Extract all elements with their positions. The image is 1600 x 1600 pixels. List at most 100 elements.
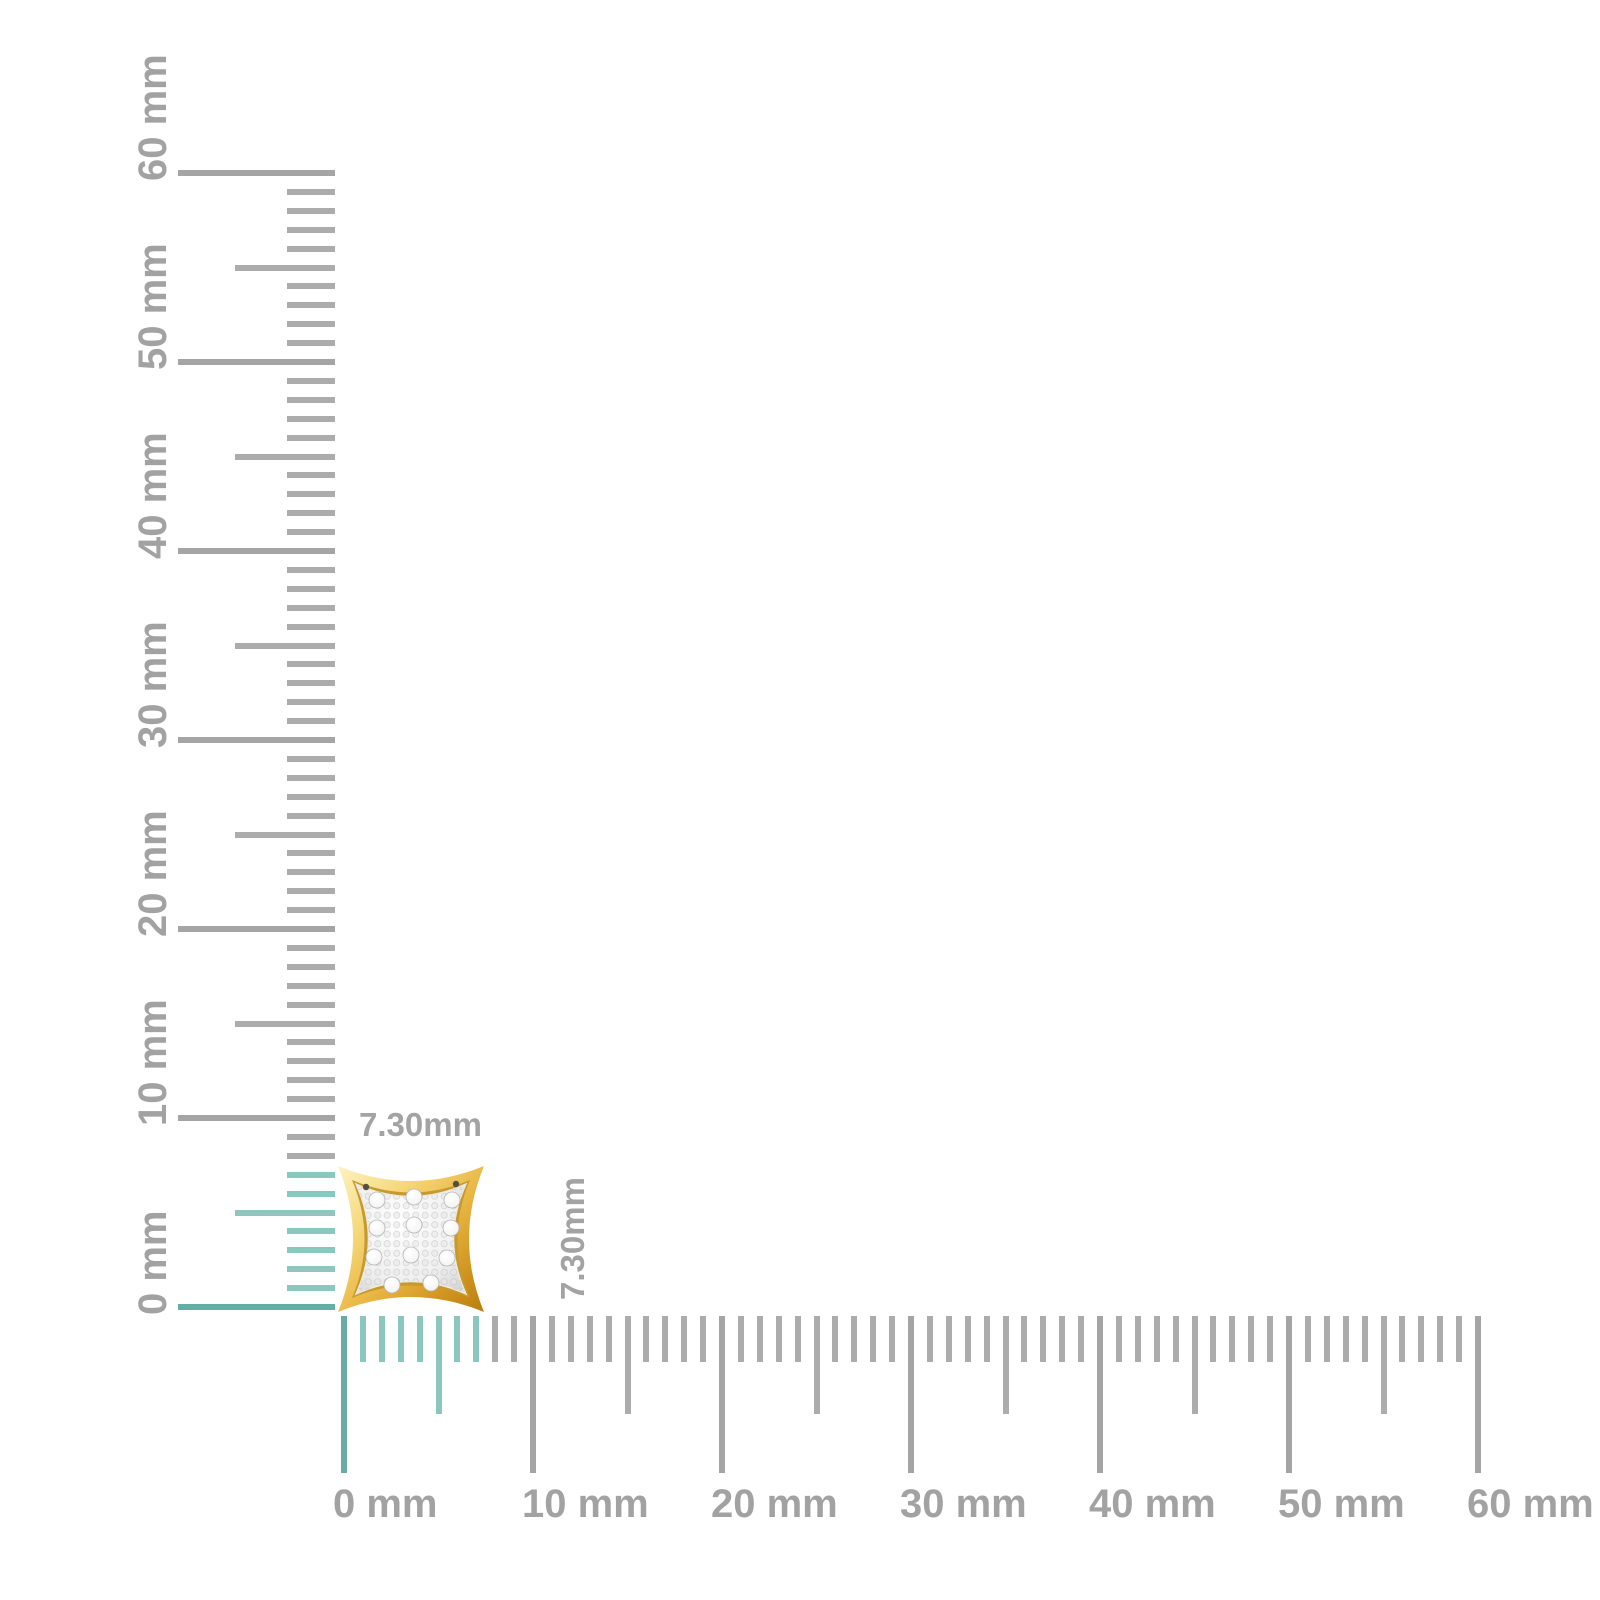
horizontal-ruler-tick-38mm	[1059, 1316, 1066, 1362]
horizontal-ruler-tick-51mm	[1304, 1316, 1311, 1362]
vertical-ruler-tick-13mm	[287, 1058, 335, 1065]
vertical-ruler-label: 20 mm	[131, 810, 175, 937]
vertical-ruler-tick-8mm	[287, 1152, 335, 1159]
horizontal-ruler-tick-43mm	[1153, 1316, 1160, 1362]
vertical-ruler-tick-34mm	[287, 661, 335, 668]
horizontal-ruler-tick-48mm	[1248, 1316, 1255, 1362]
pave-diamonds	[365, 1188, 461, 1294]
vertical-ruler-tick-9mm	[287, 1133, 335, 1140]
vertical-ruler-tick-38mm	[287, 585, 335, 592]
vertical-ruler-tick-19mm	[287, 944, 335, 951]
horizontal-ruler-tick-44mm	[1172, 1316, 1179, 1362]
vertical-ruler-tick-52mm	[287, 321, 335, 328]
horizontal-ruler-tick-42mm	[1134, 1316, 1141, 1362]
vertical-ruler-tick-4mm	[287, 1228, 335, 1235]
horizontal-ruler-tick-14mm	[605, 1316, 612, 1362]
vertical-ruler-tick-56mm	[287, 245, 335, 252]
vertical-ruler-tick-16mm	[287, 1001, 335, 1008]
vertical-ruler-tick-24mm	[287, 850, 335, 857]
horizontal-ruler-tick-1mm	[359, 1316, 366, 1362]
horizontal-ruler-tick-29mm	[889, 1316, 896, 1362]
horizontal-ruler-tick-55mm	[1380, 1316, 1387, 1414]
horizontal-ruler-tick-5mm	[435, 1316, 442, 1414]
horizontal-ruler-tick-47mm	[1229, 1316, 1236, 1362]
horizontal-ruler-tick-40mm	[1097, 1316, 1103, 1473]
vertical-ruler-tick-20mm	[178, 926, 335, 932]
horizontal-ruler-tick-50mm	[1286, 1316, 1292, 1473]
horizontal-ruler-tick-45mm	[1191, 1316, 1198, 1414]
vertical-ruler-tick-27mm	[287, 793, 335, 800]
horizontal-ruler-tick-34mm	[983, 1316, 990, 1362]
vertical-ruler-tick-30mm	[178, 737, 335, 743]
horizontal-ruler-tick-20mm	[719, 1316, 725, 1473]
prong-notches	[362, 1180, 460, 1191]
vertical-ruler-tick-11mm	[287, 1096, 335, 1103]
vertical-ruler-tick-10mm	[178, 1115, 335, 1121]
vertical-ruler-tick-22mm	[287, 888, 335, 895]
vertical-ruler-tick-12mm	[287, 1077, 335, 1084]
vertical-ruler-tick-45mm	[235, 453, 335, 460]
vertical-ruler-tick-21mm	[287, 907, 335, 914]
vertical-ruler-tick-54mm	[287, 283, 335, 290]
vertical-ruler-tick-50mm	[178, 359, 335, 365]
vertical-ruler-tick-6mm	[287, 1190, 335, 1197]
horizontal-ruler-tick-30mm	[908, 1316, 914, 1473]
horizontal-ruler-tick-36mm	[1021, 1316, 1028, 1362]
vertical-ruler-label: 0 mm	[131, 1210, 175, 1316]
vertical-ruler-tick-15mm	[235, 1020, 335, 1027]
vertical-ruler-tick-7mm	[287, 1171, 335, 1178]
horizontal-ruler-label: 40 mm	[1089, 1482, 1216, 1526]
horizontal-ruler-label: 0 mm	[333, 1482, 438, 1526]
horizontal-ruler-tick-12mm	[567, 1316, 574, 1362]
horizontal-ruler-tick-10mm	[530, 1316, 536, 1473]
horizontal-ruler-tick-3mm	[397, 1316, 404, 1362]
vertical-ruler-tick-55mm	[235, 264, 335, 271]
vertical-ruler-tick-3mm	[287, 1247, 335, 1254]
vertical-ruler-tick-29mm	[287, 755, 335, 762]
horizontal-ruler-tick-25mm	[813, 1316, 820, 1414]
horizontal-ruler-tick-9mm	[511, 1316, 518, 1362]
vertical-ruler-tick-46mm	[287, 434, 335, 441]
horizontal-ruler-label: 20 mm	[711, 1482, 838, 1526]
horizontal-ruler-tick-21mm	[737, 1316, 744, 1362]
vertical-ruler-tick-2mm	[287, 1266, 335, 1273]
horizontal-ruler-tick-8mm	[492, 1316, 499, 1362]
horizontal-ruler-tick-26mm	[832, 1316, 839, 1362]
vertical-ruler-tick-25mm	[235, 831, 335, 838]
horizontal-ruler-tick-4mm	[416, 1316, 423, 1362]
horizontal-ruler-tick-52mm	[1323, 1316, 1330, 1362]
vertical-ruler-tick-39mm	[287, 566, 335, 573]
vertical-ruler-tick-28mm	[287, 774, 335, 781]
vertical-ruler-tick-18mm	[287, 963, 335, 970]
vertical-ruler-tick-37mm	[287, 604, 335, 611]
vertical-ruler-tick-48mm	[287, 396, 335, 403]
horizontal-ruler-tick-39mm	[1078, 1316, 1085, 1362]
vertical-ruler-label: 30 mm	[131, 621, 175, 748]
vertical-ruler-tick-1mm	[287, 1285, 335, 1292]
vertical-ruler-label: 10 mm	[131, 999, 175, 1126]
vertical-ruler-tick-44mm	[287, 472, 335, 479]
horizontal-ruler-tick-32mm	[945, 1316, 952, 1362]
horizontal-ruler-tick-18mm	[681, 1316, 688, 1362]
vertical-ruler-tick-32mm	[287, 699, 335, 706]
horizontal-ruler-tick-19mm	[700, 1316, 707, 1362]
vertical-ruler-tick-42mm	[287, 510, 335, 517]
horizontal-ruler-tick-37mm	[1040, 1316, 1047, 1362]
horizontal-ruler-tick-7mm	[473, 1316, 480, 1362]
horizontal-ruler-tick-35mm	[1002, 1316, 1009, 1414]
horizontal-ruler-tick-24mm	[794, 1316, 801, 1362]
horizontal-ruler-tick-2mm	[378, 1316, 385, 1362]
horizontal-ruler-label: 50 mm	[1278, 1482, 1405, 1526]
horizontal-ruler-tick-53mm	[1342, 1316, 1349, 1362]
height-dimension-label: 7.30mm	[554, 1177, 591, 1300]
vertical-ruler-tick-43mm	[287, 491, 335, 498]
horizontal-ruler-tick-0mm	[341, 1316, 347, 1473]
vertical-ruler-tick-26mm	[287, 812, 335, 819]
vertical-ruler-tick-59mm	[287, 188, 335, 195]
horizontal-ruler-tick-16mm	[643, 1316, 650, 1362]
diamond-sparkles	[368, 1191, 452, 1285]
horizontal-ruler-tick-17mm	[662, 1316, 669, 1362]
vertical-ruler-tick-53mm	[287, 302, 335, 309]
horizontal-ruler-tick-6mm	[454, 1316, 461, 1362]
vertical-ruler-tick-0mm	[178, 1304, 335, 1310]
